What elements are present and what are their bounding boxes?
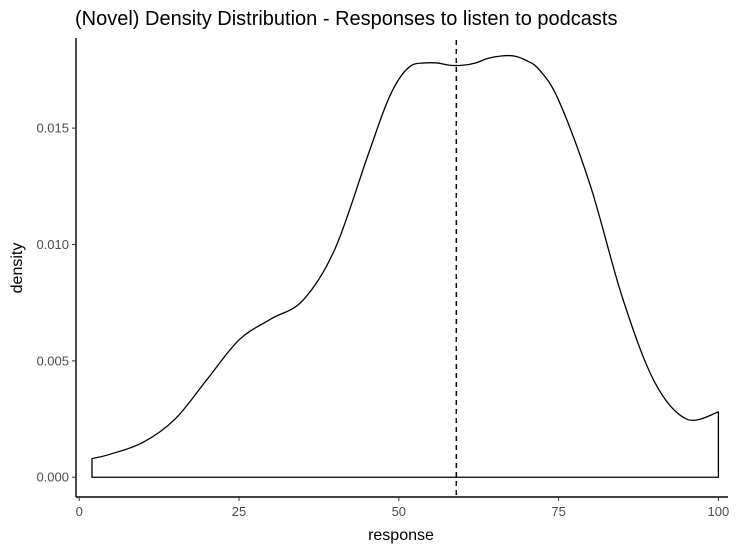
plot-area (91, 40, 720, 497)
y-tick-label: 0.000 (36, 470, 69, 485)
x-tick-label: 50 (392, 504, 406, 519)
x-axis-label: response (368, 527, 434, 544)
y-tick-label: 0.005 (36, 353, 69, 368)
y-tick-label: 0.015 (36, 121, 69, 136)
x-tick-label: 25 (232, 504, 246, 519)
density-curve (91, 54, 720, 478)
y-tick-label: 0.010 (36, 237, 69, 252)
y-axis-label: density (9, 243, 26, 294)
x-tick-label: 0 (76, 504, 83, 519)
x-tick-label: 100 (708, 504, 730, 519)
axes: 0 25 50 75 100 0.000 0.005 0.010 0.015 (36, 38, 729, 519)
x-tick-label: 75 (551, 504, 565, 519)
chart-title: (Novel) Density Distribution - Responses… (75, 8, 617, 30)
